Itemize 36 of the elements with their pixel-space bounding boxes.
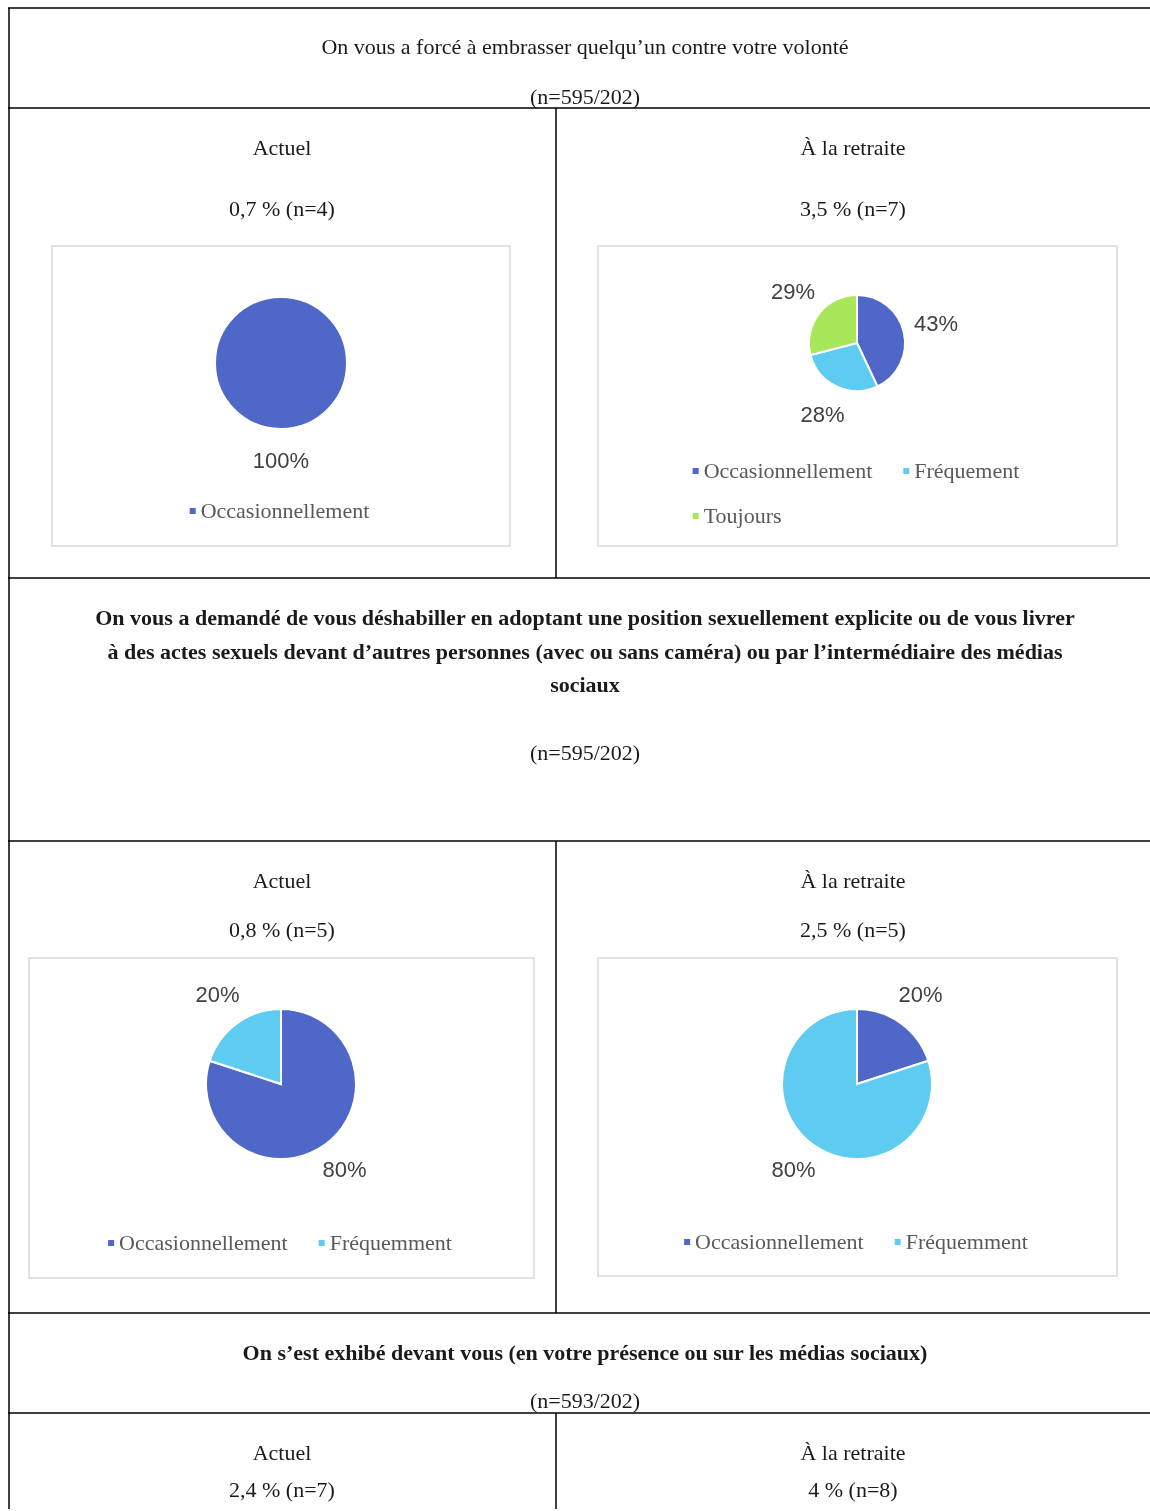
text: À la retraite [800, 1440, 906, 1466]
data-label: 80% [322, 1157, 367, 1183]
data-label: 100% [252, 447, 310, 473]
data-label: 28% [800, 402, 845, 428]
chart-subtitle: 3,5 % (n=7) [800, 196, 906, 222]
pie-slice [781, 1008, 933, 1160]
chart-subtitle: 0,8 % (n=5) [229, 917, 335, 943]
legend-label: Fréquemment [905, 1229, 1028, 1255]
chart-title: Actuel [252, 868, 312, 894]
text: On vous a forcé à embrasser quelqu’un contre votre volonté [321, 34, 849, 60]
text: 2,4 % (n=7) [229, 1477, 335, 1503]
text: On vous a demandé de vous déshabiller en adoptant une position sexuellement explicite ou de vous livrer à des actes sexuels devant d’autres personnes (avec ou sans caméra) ou par l’intermédiaire des médias sociaux [95, 605, 1075, 698]
pie-slice [205, 1008, 357, 1160]
legend-label: Toujours [703, 503, 782, 529]
legend-label: Occasionnellement [200, 498, 370, 524]
text: (n=593/202) [529, 1388, 641, 1414]
text: (n=595/202) [529, 84, 641, 110]
legend-label: Occasionnellement [695, 1229, 864, 1255]
data-label: 29% [770, 279, 816, 305]
text: On s’est exhibé devant vous (en votre présence ou sur les médias sociaux) [242, 1340, 928, 1366]
legend-label: Fréquemment [329, 1230, 452, 1256]
data-label: 43% [914, 311, 959, 337]
chart-subtitle: 0,7 % (n=4) [229, 196, 335, 222]
chart-title: À la retraite [800, 868, 906, 894]
legend-label: Occasionnellement [119, 1230, 288, 1256]
data-label: 80% [771, 1157, 816, 1183]
data-label: 20% [195, 982, 240, 1008]
data-label: 20% [898, 982, 943, 1008]
chart-title: Actuel [252, 135, 312, 161]
chart-title: À la retraite [800, 135, 906, 161]
text: 4 % (n=8) [808, 1477, 898, 1503]
legend-label: Fréquement [914, 458, 1020, 484]
text: (n=595/202) [529, 740, 641, 766]
chart-subtitle: 2,5 % (n=5) [800, 917, 906, 943]
text: Actuel [252, 1440, 312, 1466]
legend-label: Occasionnellement [703, 458, 873, 484]
